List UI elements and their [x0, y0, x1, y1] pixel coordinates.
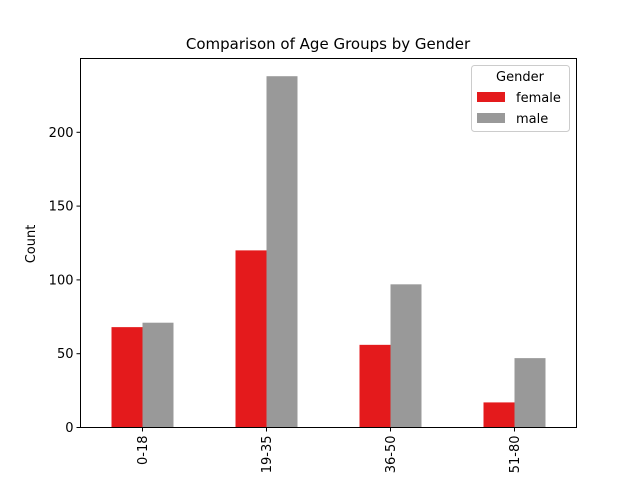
legend-title: Gender	[496, 70, 545, 85]
bar-male-0-18	[142, 322, 174, 428]
y-axis-label: Count	[24, 225, 39, 264]
bar-male-36-50	[390, 284, 422, 428]
ticks-layer: 0 50 100 150 200 0-18 19-35 36-50 51-80	[49, 126, 523, 473]
y-tick-label: 0	[65, 421, 73, 436]
legend-swatch-male	[477, 113, 505, 123]
legend-label-male: male	[516, 112, 548, 127]
y-tick-label: 100	[49, 273, 74, 288]
chart-title: Comparison of Age Groups by Gender	[186, 35, 471, 53]
bar-male-51-80	[514, 358, 546, 428]
x-tick-label: 19-35	[260, 436, 275, 474]
x-tick-label: 51-80	[508, 436, 523, 474]
axes-layer	[80, 58, 577, 428]
bar-female-19-35	[235, 250, 267, 428]
bar-female-0-18	[111, 327, 143, 428]
bar-female-36-50	[359, 344, 391, 428]
legend-label-female: female	[516, 91, 561, 106]
y-tick-label: 200	[49, 126, 74, 141]
x-tick-label: 0-18	[136, 436, 151, 466]
bar-female-51-80	[483, 402, 515, 428]
y-tick-label: 150	[49, 200, 74, 215]
legend: Gender female male	[471, 65, 570, 132]
legend-swatch-female	[477, 92, 505, 102]
y-tick-label: 50	[57, 347, 74, 362]
legend-items: female male	[477, 91, 561, 127]
x-tick-label: 36-50	[384, 436, 399, 474]
bar-male-19-35	[266, 76, 298, 428]
plot-frame	[80, 58, 577, 428]
bars-layer	[111, 76, 546, 428]
